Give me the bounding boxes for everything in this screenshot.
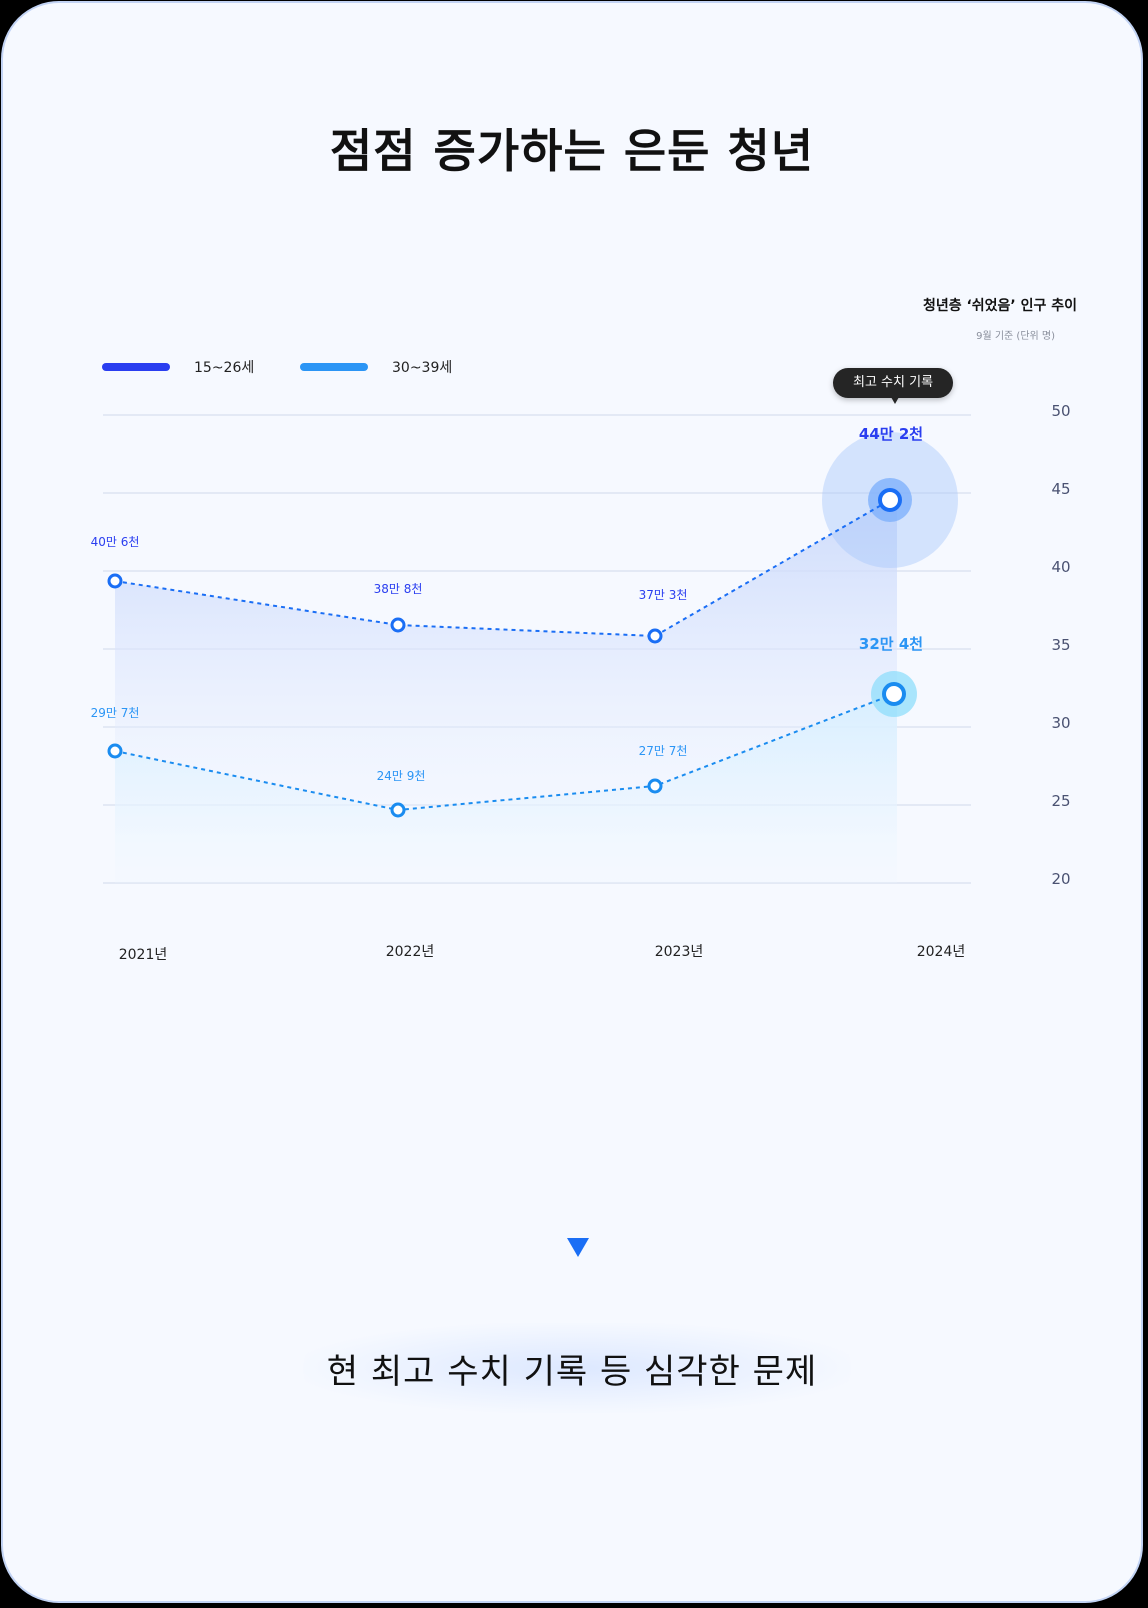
y-tick: 25 [1051, 792, 1070, 810]
legend-swatch-icon [102, 363, 170, 371]
data-label: 40만 6천 [91, 534, 140, 549]
legend-label: 15~26세 [194, 360, 255, 376]
chart-title: 청년층 ‘쉬었음’ 인구 추이 [922, 298, 1077, 314]
area-30-39 [115, 694, 897, 883]
conclusion-glow [303, 1323, 851, 1413]
y-tick: 40 [1051, 558, 1070, 576]
conclusion-text: 현 최고 수치 기록 등 심각한 문제 [326, 1352, 818, 1392]
legend-item-15-26: 15~26세 [102, 357, 254, 377]
chart-subtitle: 9월 기준 (단위 명) [976, 331, 1055, 342]
markers-15-26 [107, 488, 902, 644]
data-label-highlight: 44만 2천 [859, 425, 923, 443]
data-label-highlight: 32만 4천 [859, 635, 923, 653]
data-label: 27만 7천 [639, 743, 688, 758]
y-tick: 20 [1051, 870, 1070, 888]
legend-swatch-icon [300, 363, 368, 371]
x-tick: 2023년 [655, 944, 704, 960]
area-15-26 [115, 500, 897, 833]
markers-30-39 [107, 682, 906, 818]
down-arrow-icon [567, 1068, 589, 1257]
page-title: 점점 증가하는 은둔 청년 [329, 124, 815, 178]
data-label: 37만 3천 [639, 587, 688, 602]
y-tick: 45 [1051, 480, 1070, 498]
x-tick: 2022년 [386, 944, 435, 960]
line-chart: 40만 6천 38만 8천 37만 3천 44만 2천 29만 7천 24만 9… [91, 402, 1071, 963]
x-axis: 2021년 2022년 2023년 2024년 [119, 944, 966, 963]
data-label: 24만 9천 [377, 768, 426, 783]
legend-label: 30~39세 [392, 360, 453, 376]
x-tick: 2021년 [119, 947, 168, 963]
data-label: 29만 7천 [91, 705, 140, 720]
line-30-39 [114, 693, 895, 812]
data-label: 38만 8천 [374, 581, 423, 596]
y-axis: 50 45 40 35 30 25 20 [1051, 402, 1070, 888]
peak-tooltip: 최고 수치 기록 [833, 368, 954, 404]
y-tick: 50 [1051, 402, 1070, 420]
x-tick: 2024년 [917, 944, 966, 960]
y-tick: 30 [1051, 714, 1070, 732]
legend-item-30-39: 30~39세 [300, 357, 452, 377]
y-tick: 35 [1051, 636, 1070, 654]
